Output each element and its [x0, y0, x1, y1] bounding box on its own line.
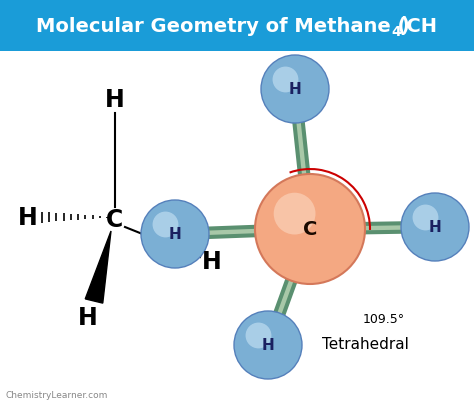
Text: H: H: [78, 305, 98, 329]
Circle shape: [141, 200, 209, 269]
Text: ): ): [400, 17, 409, 35]
Circle shape: [255, 175, 365, 284]
Circle shape: [234, 311, 302, 379]
Circle shape: [401, 194, 469, 261]
Text: H: H: [105, 88, 125, 112]
Text: C: C: [106, 207, 124, 231]
Text: H: H: [18, 205, 38, 230]
Text: ChemistryLearner.com: ChemistryLearner.com: [6, 390, 109, 399]
Text: C: C: [303, 220, 317, 239]
Text: H: H: [202, 249, 222, 273]
Text: H: H: [428, 220, 441, 235]
Text: Molecular Geometry of Methane (CH: Molecular Geometry of Methane (CH: [36, 17, 438, 35]
Text: 4: 4: [391, 25, 401, 39]
FancyBboxPatch shape: [0, 0, 474, 52]
Text: H: H: [262, 338, 274, 353]
Circle shape: [153, 212, 178, 238]
Circle shape: [273, 67, 299, 93]
Circle shape: [246, 323, 272, 349]
Polygon shape: [85, 231, 111, 303]
Text: 109.5°: 109.5°: [362, 313, 404, 326]
Text: Tetrahedral: Tetrahedral: [321, 337, 409, 352]
Text: H: H: [289, 82, 301, 97]
Circle shape: [261, 56, 329, 124]
Text: H: H: [169, 227, 182, 242]
Circle shape: [273, 193, 316, 235]
Circle shape: [412, 205, 438, 231]
